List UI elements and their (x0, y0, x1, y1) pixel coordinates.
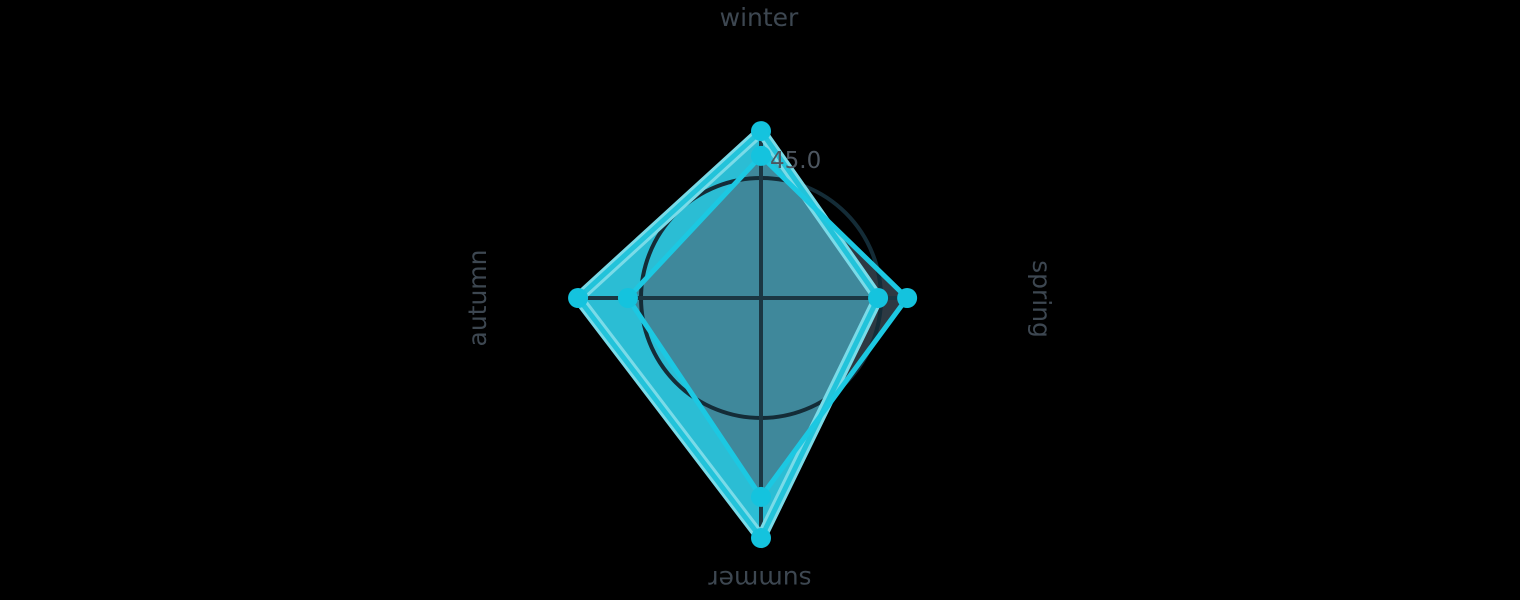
series-markers (568, 121, 918, 548)
marker-b-winter[interactable] (751, 145, 771, 166)
marker-a-spring[interactable] (868, 288, 889, 308)
axis-label-summer: summer (708, 565, 812, 594)
marker-b-autumn[interactable] (617, 288, 638, 308)
marker-b-summer[interactable] (751, 486, 771, 507)
tick-label-45: 45.0 (770, 148, 821, 174)
marker-a-winter[interactable] (751, 121, 771, 142)
marker-a-autumn[interactable] (568, 288, 589, 308)
axis-label-winter: winter (720, 3, 799, 32)
marker-a-summer[interactable] (751, 528, 771, 548)
axis-label-autumn: autumn (463, 249, 492, 346)
marker-b-spring[interactable] (897, 288, 918, 308)
axis-label-spring: spring (1027, 260, 1056, 338)
